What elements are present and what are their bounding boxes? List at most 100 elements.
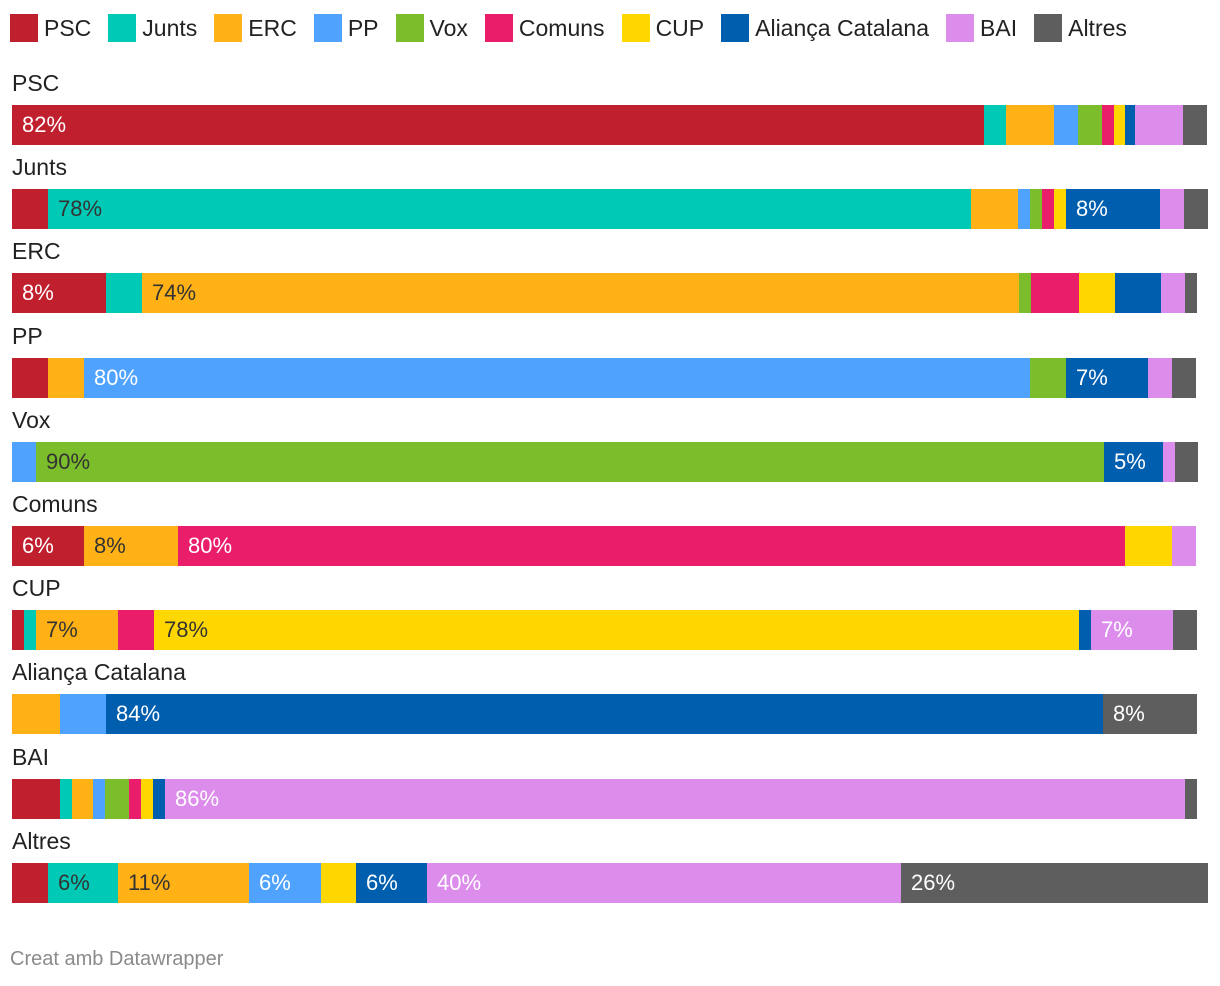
legend-item-altres: Altres	[1034, 14, 1127, 42]
row-label: ERC	[12, 238, 61, 265]
legend-item-junts: Junts	[108, 14, 197, 42]
bar-segment-vox	[1019, 273, 1031, 314]
bar-segment-altres	[1183, 105, 1207, 145]
bar-segment-pp: 80%	[84, 357, 1030, 398]
bar-segment-erc: 8%	[84, 526, 178, 566]
bar-segment-erc	[1006, 105, 1054, 145]
bar-segment-altres	[1184, 189, 1208, 230]
data-label: 8%	[1076, 196, 1108, 222]
bar-segment-erc	[12, 694, 60, 735]
bar-segment-junts	[984, 105, 1006, 145]
bar-segment-vox	[1030, 189, 1042, 230]
legend-label: CUP	[655, 14, 705, 41]
data-label: 84%	[116, 701, 161, 727]
data-label: 7%	[46, 617, 78, 643]
bar-segment-comuns	[1102, 105, 1114, 145]
bar-segment-alianca-catalana: 7%	[1066, 357, 1148, 398]
bar-row-altres: Altres 6% 11% 6% 6% 40% 26%	[12, 826, 1208, 910]
bar-segment-altres: 8%	[1103, 694, 1197, 735]
bar-segment-bai	[1161, 273, 1185, 314]
row-label: Comuns	[12, 491, 98, 517]
bar-segment-erc: 7%	[36, 610, 118, 651]
bar-segment-pp	[93, 778, 105, 819]
legend-swatch	[484, 14, 513, 42]
legend-swatch	[721, 14, 750, 42]
stacked-bar: 90% 5%	[12, 441, 1208, 482]
row-label: BAI	[12, 743, 50, 770]
bar-segment-alianca-catalana	[1079, 610, 1091, 651]
stacked-bar: 6% 8% 80%	[12, 526, 1208, 566]
bar-row-cup: CUP 7% 78% 7%	[12, 573, 1208, 657]
bar-segment-junts	[60, 778, 72, 819]
data-label: 5%	[1114, 448, 1146, 474]
legend-label: ERC	[248, 14, 297, 41]
bar-segment-bai	[1160, 189, 1184, 230]
legend-item-vox: Vox	[395, 14, 468, 42]
stacked-bar: 7% 78% 7%	[12, 610, 1208, 651]
stacked-bar: 82%	[12, 105, 1208, 145]
bar-segment-psc: 8%	[12, 273, 106, 314]
data-label: 8%	[94, 533, 126, 558]
bar-segment-psc	[12, 610, 24, 651]
data-label: 78%	[164, 617, 209, 643]
bar-segment-erc	[72, 778, 93, 819]
bar-segment-junts: 6%	[48, 862, 118, 903]
data-label: 74%	[152, 280, 197, 306]
footer-credit: Creat amb Datawrapper	[10, 948, 224, 970]
bar-row-erc: ERC 8% 74%	[12, 236, 1208, 320]
bar-segment-psc	[12, 862, 48, 903]
bar-segment-comuns: 80%	[178, 526, 1125, 566]
bar-segment-bai: 40%	[427, 862, 901, 903]
legend-item-pp: PP	[313, 14, 379, 42]
stacked-bar: 80% 7%	[12, 357, 1208, 398]
legend-swatch	[108, 14, 137, 42]
bar-segment-cup	[1114, 105, 1125, 145]
bar-segment-altres	[1172, 357, 1196, 398]
row-label: Junts	[12, 154, 67, 181]
bar-row-bai: BAI 86%	[12, 742, 1208, 826]
bar-segment-alianca-catalana: 84%	[106, 694, 1103, 735]
stacked-bar: 8% 74%	[12, 273, 1208, 314]
legend-item-comuns: Comuns	[484, 14, 605, 42]
row-label: PP	[12, 322, 43, 349]
row-label: Altres	[12, 827, 71, 854]
bar-segment-bai	[1135, 105, 1183, 145]
bar-segment-erc	[48, 357, 84, 398]
bar-segment-junts: 78%	[48, 189, 971, 230]
bar-row-vox: Vox 90% 5%	[12, 405, 1208, 489]
bar-segment-pp	[1054, 105, 1078, 145]
bar-segment-junts	[106, 273, 142, 314]
legend-swatch	[621, 14, 650, 42]
bar-segment-bai	[1172, 526, 1196, 566]
bar-segment-comuns	[1031, 273, 1079, 314]
bar-segment-junts	[24, 610, 36, 651]
bar-segment-pp	[60, 694, 106, 735]
legend-swatch	[1034, 14, 1063, 42]
bar-segment-pp	[12, 441, 36, 482]
bar-segment-alianca-catalana	[1125, 105, 1135, 145]
legend-label: PP	[347, 14, 379, 41]
row-label: CUP	[12, 575, 61, 602]
legend-label: Vox	[429, 14, 468, 41]
bar-segment-vox	[1078, 105, 1102, 145]
legend-label: BAI	[980, 14, 1018, 41]
bar-segment-cup	[1079, 273, 1115, 314]
legend-item-psc: PSC	[10, 14, 91, 42]
legend-item-erc: ERC	[214, 14, 297, 42]
bar-row-comuns: Comuns 6% 8% 80%	[12, 489, 1208, 573]
bar-segment-vox: 90%	[36, 441, 1104, 482]
stacked-bar: 84% 8%	[12, 694, 1208, 735]
bar-segment-comuns	[118, 610, 154, 651]
row-label: Vox	[12, 406, 51, 433]
bar-segment-bai	[1148, 357, 1172, 398]
stacked-bar: 78% 8%	[12, 189, 1208, 230]
legend-swatch	[395, 14, 424, 42]
data-label: 8%	[22, 280, 54, 306]
data-label: 90%	[46, 448, 91, 474]
bar-segment-psc	[12, 778, 60, 819]
bar-segment-altres: 26%	[901, 862, 1208, 903]
bar-segment-bai: 7%	[1091, 610, 1173, 651]
row-label: PSC	[12, 70, 60, 96]
bar-segment-erc: 11%	[118, 862, 249, 903]
bar-segment-alianca-catalana: 6%	[356, 862, 427, 903]
